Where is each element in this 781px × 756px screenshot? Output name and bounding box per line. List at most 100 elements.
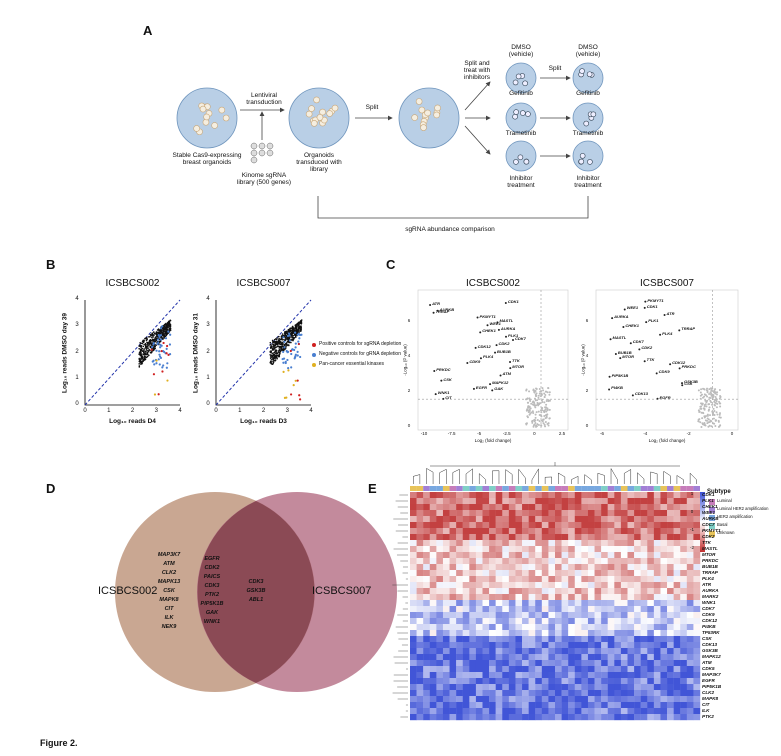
subtype-cell [588, 486, 595, 491]
point [489, 383, 491, 385]
point [297, 334, 299, 336]
x-tick-label: 2.5 [555, 432, 569, 437]
gene-label: EGFR [192, 556, 232, 562]
heatmap-cell [463, 660, 470, 666]
heatmap-cell [515, 606, 522, 612]
point [622, 326, 624, 328]
heatmap-cell [667, 534, 674, 540]
heatmap-cell [693, 600, 700, 606]
heatmap-cell [667, 504, 674, 510]
heatmap-cell [595, 678, 602, 684]
heatmap-cell [608, 498, 615, 504]
heatmap-cell [509, 630, 516, 636]
heatmap-cell [555, 492, 562, 498]
point [273, 358, 275, 360]
point [270, 352, 272, 354]
heatmap-cell [575, 510, 582, 516]
label: Inhibitor treatment [568, 175, 608, 189]
heatmap-cell [542, 642, 549, 648]
point [698, 389, 700, 391]
heatmap-cell [687, 678, 694, 684]
heatmap-cell [634, 600, 641, 606]
heatmap-cell [621, 708, 628, 714]
heatmap-cell [417, 702, 424, 708]
heatmap-cell [450, 630, 457, 636]
heatmap-cell [641, 600, 648, 606]
point [715, 396, 717, 398]
point [165, 337, 167, 339]
point [537, 404, 539, 406]
subtype-cell [496, 486, 503, 491]
point [143, 352, 145, 354]
heatmap-cell [595, 660, 602, 666]
heatmap-cell [674, 642, 681, 648]
heatmap-cell [581, 594, 588, 600]
gene-label: PLK1 [648, 319, 658, 323]
heatmap-cell [436, 510, 443, 516]
heatmap-cell [443, 636, 450, 642]
organoid [425, 110, 431, 116]
heatmap-cell [575, 612, 582, 618]
heatmap-cell [667, 588, 674, 594]
axis-label: -Log₁₀ (P value) [582, 344, 587, 376]
point [287, 337, 289, 339]
heatmap-cell [647, 600, 654, 606]
subtype-cell [680, 486, 687, 491]
heatmap-cell [601, 630, 608, 636]
legend-label: Basal [717, 523, 727, 528]
heatmap-cell [575, 558, 582, 564]
heatmap-cell [529, 504, 536, 510]
heatmap-cell [456, 510, 463, 516]
heatmap-cell [568, 498, 575, 504]
heatmap-cell [423, 660, 430, 666]
heatmap-cell [436, 660, 443, 666]
organoid [580, 153, 585, 158]
heatmap-cell [608, 492, 615, 498]
heatmap-cell [423, 558, 430, 564]
organoid [416, 99, 422, 105]
heatmap-cell [509, 648, 516, 654]
heatmap-cell [621, 492, 628, 498]
heatmap-cell [529, 660, 536, 666]
heatmap-cell [647, 636, 654, 642]
heatmap-cell [654, 498, 661, 504]
heatmap-cell [417, 576, 424, 582]
y-tick-label: 0 [405, 424, 413, 429]
gene-label: MTOR [512, 365, 524, 369]
heatmap-cell [502, 540, 509, 546]
heatmap-cell [555, 654, 562, 660]
point [150, 342, 152, 344]
heatmap-cell [601, 684, 608, 690]
heatmap-cell [647, 534, 654, 540]
heatmap-cell [628, 666, 635, 672]
heatmap-cell [522, 696, 529, 702]
point [157, 338, 159, 340]
heatmap-cell [581, 528, 588, 534]
heatmap-cell [515, 660, 522, 666]
heatmap-cell [667, 528, 674, 534]
heatmap-cell [680, 522, 687, 528]
heatmap-cell [423, 642, 430, 648]
heatmap-cell [463, 672, 470, 678]
heatmap-cell [562, 552, 569, 558]
heatmap-cell [588, 594, 595, 600]
point [714, 402, 716, 404]
heatmap-cell [555, 702, 562, 708]
point [279, 350, 281, 352]
point [288, 333, 290, 335]
heatmap-cell [476, 612, 483, 618]
heatmap-cell [647, 654, 654, 660]
heatmap-cell [515, 528, 522, 534]
heatmap-cell [575, 588, 582, 594]
heatmap-cell [430, 606, 437, 612]
point [709, 425, 711, 427]
heatmap-cell [674, 564, 681, 570]
point [710, 395, 712, 397]
point [473, 388, 475, 390]
heatmap-cell [647, 540, 654, 546]
point [496, 344, 498, 346]
heatmap-cell [489, 714, 496, 720]
heatmap-cell [614, 642, 621, 648]
heatmap-cell [417, 534, 424, 540]
heatmap-cell [687, 660, 694, 666]
